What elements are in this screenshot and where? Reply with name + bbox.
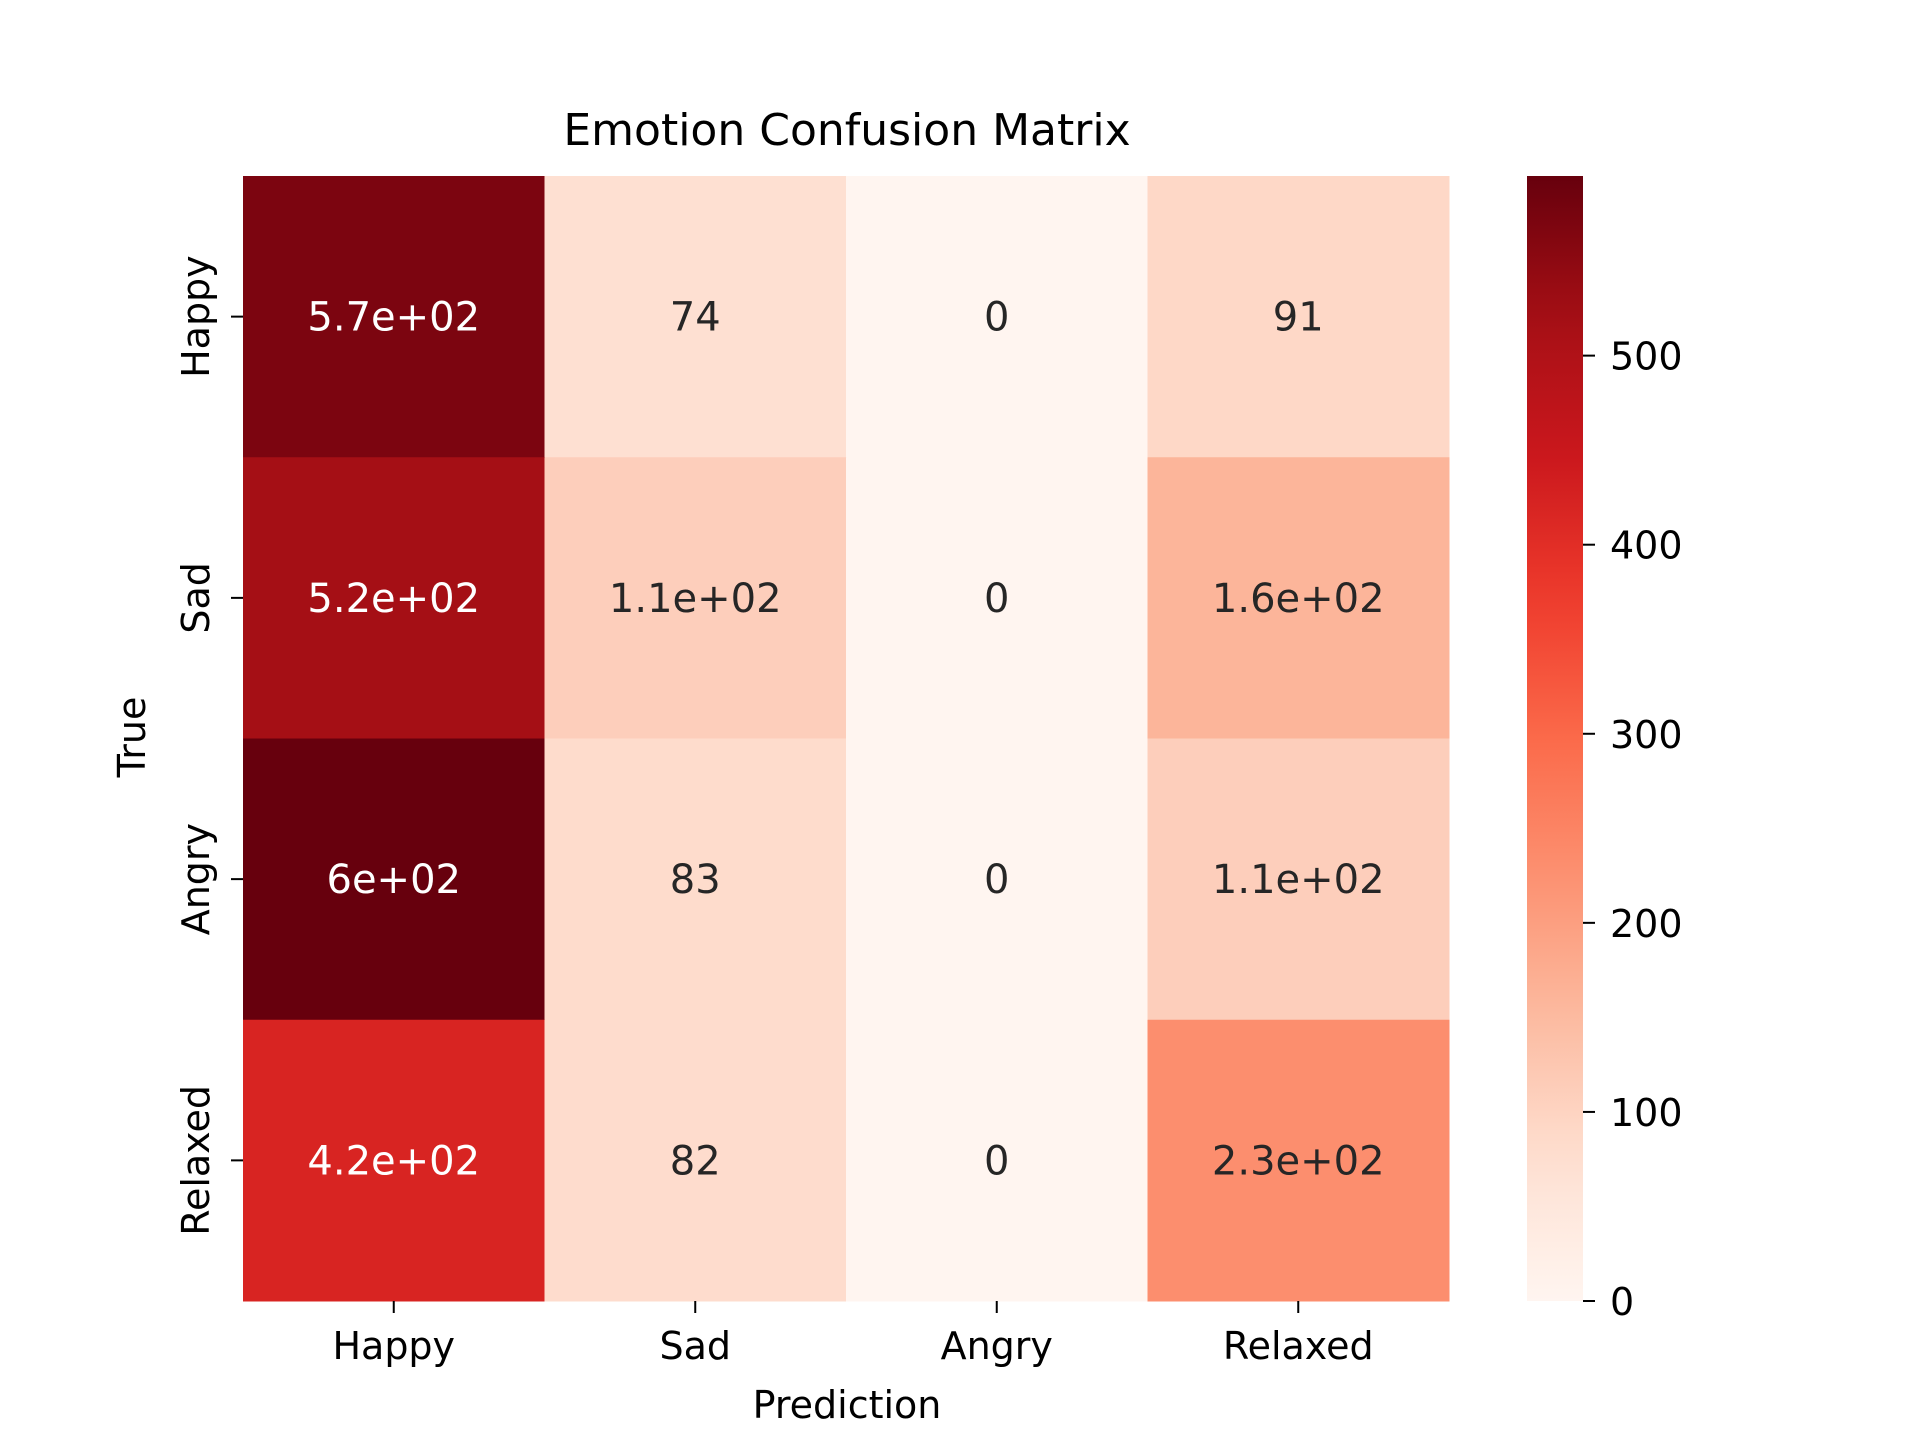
x-tick-label: Sad [659, 1324, 731, 1368]
heatmap-cell [846, 1019, 1148, 1302]
cell-value-label: 6e+02 [327, 857, 461, 903]
y-tick-label: Happy [174, 255, 218, 378]
y-tick-label: Relaxed [174, 1085, 218, 1236]
cell-value-label: 5.2e+02 [307, 576, 480, 622]
cell-value-label: 4.2e+02 [307, 1138, 480, 1184]
x-axis-ticks: Happy Sad Angry Relaxed [332, 1301, 1374, 1368]
cell-value-label: 5.7e+02 [307, 295, 480, 341]
heatmap-cell [1147, 176, 1450, 458]
colorbar-tick-label: 100 [1610, 1091, 1683, 1135]
x-axis-label: Prediction [753, 1383, 942, 1427]
cell-value-label: 0 [984, 1138, 1009, 1184]
cell-value-label: 82 [670, 1138, 721, 1184]
cell-value-label: 74 [670, 295, 721, 341]
heatmap-cell [846, 457, 1148, 739]
cell-value-label: 0 [984, 857, 1009, 903]
cell-value-label: 1.1e+02 [1212, 857, 1385, 903]
heatmap-cell [1147, 457, 1450, 739]
y-tick-label: Sad [174, 562, 218, 634]
x-tick-label: Relaxed [1223, 1324, 1374, 1368]
chart-title: Emotion Confusion Matrix [563, 105, 1130, 156]
colorbar-tick-label: 200 [1610, 902, 1683, 946]
colorbar [1527, 176, 1583, 1301]
heatmap-cell [243, 176, 545, 458]
cell-value-label: 1.1e+02 [609, 576, 782, 622]
heatmap-cell [544, 176, 847, 458]
heatmap-cell [544, 738, 847, 1021]
colorbar-tick-label: 300 [1610, 713, 1683, 757]
x-tick-label: Happy [332, 1324, 455, 1368]
heatmap-cells [243, 176, 1450, 1302]
x-tick-label: Angry [941, 1324, 1053, 1368]
heatmap-cell [243, 1019, 545, 1302]
colorbar-ticks: 0 100 200 300 400 500 [1583, 335, 1683, 1324]
cell-value-label: 2.3e+02 [1212, 1138, 1385, 1184]
colorbar-tick-label: 400 [1610, 524, 1683, 568]
heatmap-cell [544, 1019, 847, 1302]
colorbar-tick-label: 500 [1610, 335, 1683, 379]
heatmap-cell [1147, 738, 1450, 1021]
y-tick-label: Angry [174, 823, 218, 935]
cell-value-label: 0 [984, 576, 1009, 622]
heatmap-cell [846, 738, 1148, 1021]
heatmap-cell [243, 457, 545, 739]
heatmap-cell [544, 457, 847, 739]
y-axis-ticks: Happy Sad Angry Relaxed [174, 255, 243, 1236]
y-axis-label: True [110, 697, 154, 779]
heatmap-cell [846, 176, 1148, 458]
heatmap-cell [1147, 1019, 1450, 1302]
cell-value-label: 0 [984, 295, 1009, 341]
cell-value-label: 91 [1273, 295, 1324, 341]
colorbar-tick-label: 0 [1610, 1280, 1634, 1324]
cell-value-label: 1.6e+02 [1212, 576, 1385, 622]
heatmap-cell-labels: 5.7e+02 74 0 91 5.2e+02 1.1e+02 0 1.6e+02 6e+02 8… [307, 295, 1384, 1185]
heatmap-cell [243, 738, 545, 1021]
cell-value-label: 83 [670, 857, 721, 903]
